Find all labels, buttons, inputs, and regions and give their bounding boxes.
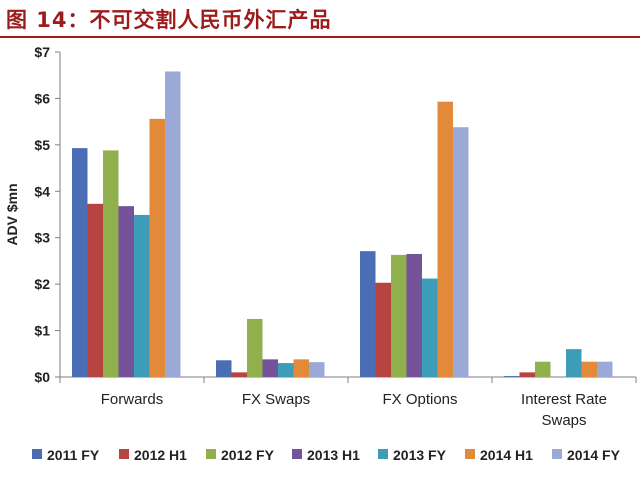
bar-2013-h1 <box>118 206 134 377</box>
bar-2014-h1 <box>149 118 165 377</box>
x-category-label: Forwards <box>101 391 164 408</box>
legend-swatch <box>206 449 216 459</box>
legend-label: 2014 H1 <box>480 447 533 463</box>
y-tick-label: $1 <box>34 323 50 339</box>
bar-2012-h1 <box>87 203 103 377</box>
bar-2012-fy <box>391 254 407 377</box>
x-category-label: Interest Rate <box>521 391 607 408</box>
bar-2014-fy <box>309 362 325 377</box>
bar-2012-fy <box>247 318 263 377</box>
bar-2014-fy <box>597 361 613 377</box>
bar-2013-fy <box>134 214 150 377</box>
legend-swatch <box>32 449 42 459</box>
bar-2011-fy <box>72 148 88 377</box>
y-tick-label: $3 <box>34 230 50 246</box>
y-tick-label: $2 <box>34 276 50 292</box>
chart-bars <box>72 71 613 377</box>
legend-label: 2014 FY <box>567 447 621 463</box>
x-category-label: FX Options <box>382 391 457 408</box>
legend-swatch <box>119 449 129 459</box>
legend-swatch <box>292 449 302 459</box>
chart-axes: $0 $1 $2 $3 $4 $5 $6 $7 ADV $mn Forwards FX Swaps F… <box>4 44 637 429</box>
bar-2012-h1 <box>231 372 247 377</box>
legend-label: 2012 FY <box>221 447 275 463</box>
bar-2014-fy <box>453 127 469 377</box>
x-category-label: Swaps <box>541 412 586 429</box>
y-tick-label: $7 <box>34 44 50 60</box>
y-tick-label: $4 <box>34 183 50 199</box>
bar-2013-fy <box>278 363 294 377</box>
grouped-bar-chart: $0 $1 $2 $3 $4 $5 $6 $7 ADV $mn Forwards FX Swaps F… <box>4 44 637 463</box>
legend-label: 2013 H1 <box>307 447 360 463</box>
y-tick-label: $0 <box>34 369 50 385</box>
y-tick-label: $6 <box>34 90 50 106</box>
bar-2013-h1 <box>262 359 278 377</box>
legend-label: 2011 FY <box>47 447 100 463</box>
legend-swatch <box>465 449 475 459</box>
title-divider <box>0 36 640 38</box>
bar-2012-h1 <box>375 282 391 377</box>
bar-2012-fy <box>103 150 119 377</box>
bar-2014-h1 <box>581 361 597 377</box>
chart-legend: 2011 FY 2012 H1 2012 FY 2013 H1 2013 FY 2014 … <box>32 447 621 463</box>
bar-2014-h1 <box>293 359 309 377</box>
bar-2013-h1 <box>406 253 422 377</box>
legend-swatch <box>552 449 562 459</box>
figure-header: 图 14：不可交割人民币外汇产品 <box>0 0 640 38</box>
bar-2013-fy <box>566 349 582 377</box>
y-axis-label: ADV $mn <box>4 183 20 245</box>
bar-2011-fy <box>504 376 520 377</box>
bar-2011-fy <box>216 360 232 377</box>
bar-2011-fy <box>360 251 376 377</box>
bar-2013-fy <box>422 278 438 377</box>
figure-title: 图 14：不可交割人民币外汇产品 <box>6 8 332 32</box>
legend-swatch <box>378 449 388 459</box>
bar-2014-h1 <box>437 101 453 377</box>
x-category-label: FX Swaps <box>242 391 310 408</box>
bar-2012-fy <box>535 361 551 377</box>
legend-label: 2012 H1 <box>134 447 187 463</box>
legend-label: 2013 FY <box>393 447 447 463</box>
bar-2014-fy <box>165 71 181 377</box>
bar-2012-h1 <box>519 372 535 377</box>
y-tick-label: $5 <box>34 137 50 153</box>
